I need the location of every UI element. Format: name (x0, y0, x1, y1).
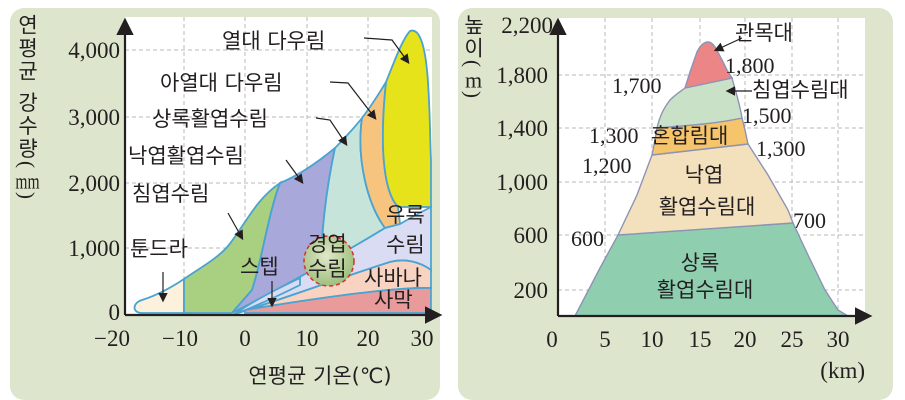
boundary-label-1500: 1,500 (742, 103, 792, 128)
right-y-axis-title: 높이 m (461, 14, 485, 100)
y-tick-label: 1,400 (496, 116, 548, 141)
label-steppe: 스텝 (240, 255, 279, 279)
x-tick-label: 0 (239, 326, 251, 351)
x-tick-label: −10 (162, 326, 198, 351)
label-savanna: 사바나 (364, 266, 422, 290)
label-mixed-zone: 혼합림대 (651, 124, 728, 148)
x-tick-label: 10 (641, 327, 664, 352)
x-tick-label: 30 (827, 327, 850, 352)
label-tropical-rainforest: 열대 다우림 (222, 29, 325, 53)
y-unit-text: m (464, 69, 483, 91)
y-tick-label: 4,000 (68, 38, 120, 63)
label-sclerophyll: 경엽 (308, 232, 347, 256)
leader-lines (713, 37, 752, 96)
y-tick-label: 3,000 (68, 105, 120, 130)
y-unit-text: mm (15, 169, 40, 192)
boundary-label-1300-left: 1,300 (589, 123, 639, 148)
boundary-label-1800: 1,800 (725, 53, 775, 78)
label-deciduous-zone: 활엽수림대 (659, 195, 756, 219)
y-unit: mm (15, 161, 40, 201)
boundary-label-1700: 1,700 (612, 73, 662, 98)
shrub-zone (683, 41, 734, 89)
x-tick-label: 5 (599, 327, 611, 352)
label-evergreen-zone: 상록 (681, 251, 720, 275)
climate-biome-panel: −20 −10 0 10 20 30 0 1,000 2,000 3,000 4… (10, 8, 443, 400)
y-tick-label: 1,800 (496, 63, 548, 88)
x-tick-label: 30 (411, 326, 434, 351)
label-evergreen-zone: 활엽수림대 (657, 278, 754, 302)
steppe-region (233, 276, 301, 314)
label-coniferous-zone: 침엽수림대 (752, 78, 849, 102)
y-tick-labels: 0 1,000 2,000 3,000 4,000 (68, 38, 120, 325)
x-tick-label: 0 (546, 327, 558, 352)
y-tick-label: 200 (514, 278, 549, 303)
desert-region (244, 287, 432, 314)
label-sclerophyll: 수림 (308, 257, 347, 281)
x-tick-labels: −20 −10 0 10 20 30 (94, 326, 433, 351)
boundary-label-600: 600 (571, 226, 604, 251)
x-tick-label: 25 (781, 327, 804, 352)
altitude-zonation-panel: 0 5 10 15 20 25 30 (km) 200 600 1,000 1,… (458, 8, 893, 400)
label-deciduous-broadleaf: 낙엽활엽수림 (128, 144, 244, 168)
left-y-axis-title: 연평균 강수량 mm (15, 14, 40, 201)
label-monsoon-forest: 수림 (386, 233, 425, 257)
y-tick-labels: 200 600 1,000 1,400 1,800 2,200 (496, 13, 553, 303)
label-deciduous-zone: 낙엽 (685, 163, 724, 187)
y-tick-label: 1,000 (68, 236, 120, 261)
y-unit: m (461, 60, 485, 100)
leader-lines (158, 37, 410, 308)
label-shrub-zone: 관목대 (735, 21, 793, 45)
deciduous-broadleaf-zone (616, 143, 794, 236)
label-desert: 사막 (374, 288, 413, 312)
evergreen-broadleaf-zone (573, 222, 851, 317)
y-tick-label: 600 (514, 223, 549, 248)
x-tick-label: 20 (734, 327, 757, 352)
boundary-label-1200: 1,200 (582, 153, 632, 178)
boundary-label-1300-right: 1,300 (756, 136, 806, 161)
x-tick-label: 15 (689, 327, 712, 352)
y-tick-label: 2,000 (68, 171, 120, 196)
x-tick-labels: 0 5 10 15 20 25 30 (546, 327, 849, 352)
label-tundra: 툰드라 (130, 237, 188, 261)
label-subtropical-rainforest: 아열대 다우림 (160, 71, 283, 95)
x-axis-title: 연평균 기온(℃) (248, 364, 391, 388)
label-coniferous: 침엽수림 (132, 182, 209, 206)
y-tick-label: 0 (109, 300, 121, 325)
y-tick-label: 1,000 (496, 170, 548, 195)
y-title-text: 연평균 강수량 (15, 14, 39, 161)
label-monsoon-forest: 우록 (386, 203, 425, 227)
x-axis-unit: (km) (820, 358, 865, 383)
sclerophyll-highlight-circle (303, 235, 355, 287)
y-title-text: 높이 (461, 14, 485, 60)
y-tick-label: 2,200 (501, 13, 553, 38)
x-tick-label: 10 (296, 326, 319, 351)
tropical-rainforest-region (381, 29, 432, 208)
boundary-label-700: 700 (793, 208, 826, 233)
x-tick-label: 20 (357, 326, 380, 351)
x-tick-label: −20 (94, 326, 130, 351)
label-evergreen-broadleaf: 상록활엽수림 (152, 107, 268, 131)
